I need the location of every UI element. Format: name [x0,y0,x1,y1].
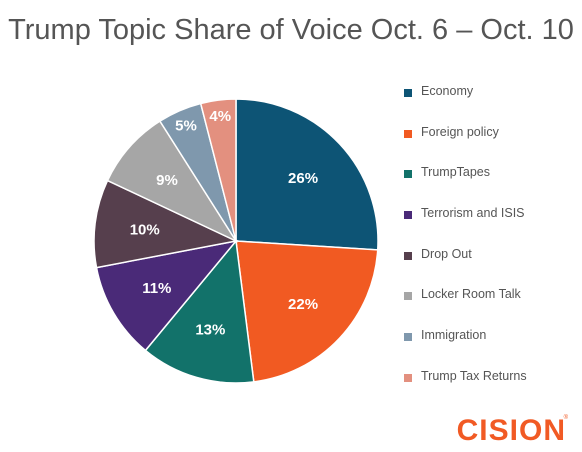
pie-data-labels: 26% 22% 13% 11% 10% 9% 5% 4% [130,108,318,338]
chart-legend: Economy Foreign policy TrumpTapes Terrorism… [404,84,527,410]
legend-item-locker-room-talk: Locker Room Talk [404,287,527,328]
legend-label: Foreign policy [421,124,499,139]
legend-label: Trump Tax Returns [421,368,527,383]
legend-item-trump-tax-returns: Trump Tax Returns [404,369,527,410]
data-label-terrorism-and-isis: 11% [142,280,171,297]
legend-swatch [404,89,412,97]
cision-logo: CISION [456,414,566,447]
legend-item-immigration: Immigration [404,328,527,369]
data-label-foreign-policy: 22% [288,296,318,313]
legend-label: Drop Out [421,246,472,261]
pie-slice-terrorism-and-isis [95,239,238,352]
legend-item-economy: Economy [404,84,527,125]
legend-swatch [404,373,412,382]
legend-label: Locker Room Talk [421,287,521,302]
legend-swatch [404,292,412,301]
legend-item-trumptapes: TrumpTapes [404,165,527,206]
legend-swatch [404,211,412,220]
legend-label: Economy [421,84,474,98]
legend-swatch [404,251,412,260]
data-label-immigration: 5% [175,117,197,134]
pie-slice-foreign-policy [235,240,379,383]
legend-swatch [404,170,412,179]
pie-slice-drop-out [93,179,239,269]
data-label-economy: 26% [288,170,318,187]
legend-item-terrorism-and-isis: Terrorism and ISIS [404,206,527,247]
chart-title: Trump Topic Share of Voice Oct. 6 – Oct.… [8,14,574,46]
legend-label: Immigration [421,328,487,343]
registered-mark: ® [563,415,568,421]
data-label-trumptapes: 13% [195,321,225,338]
data-label-locker-room-talk: 9% [156,172,178,189]
legend-item-drop-out: Drop Out [404,247,527,288]
legend-item-foreign-policy: Foreign policy [404,125,527,166]
legend-swatch [404,333,412,342]
pie-slice-trumptapes [144,239,255,384]
data-label-drop-out: 10% [130,221,160,238]
legend-label: Terrorism and ISIS [421,206,525,221]
pie-slice-locker-room-talk [106,120,239,243]
pie-slice-trump-tax-returns [199,98,237,242]
legend-swatch [404,129,412,138]
legend-label: TrumpTapes [421,165,491,180]
pie-slice-economy [235,98,379,251]
data-label-trump-tax-returns: 4% [209,108,231,125]
pie-slices [93,98,379,384]
